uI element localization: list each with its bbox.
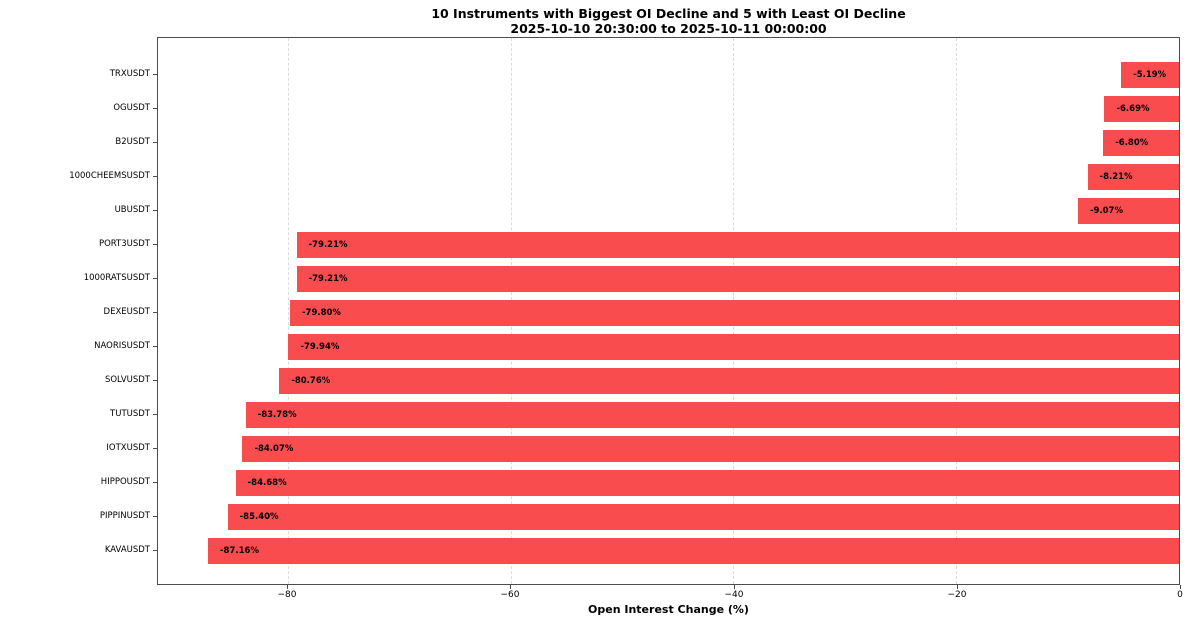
bar: -79.21% xyxy=(296,232,1179,258)
x-tick-mark xyxy=(957,585,958,589)
bar: -84.07% xyxy=(242,436,1179,462)
x-tick-mark xyxy=(510,585,511,589)
y-tick-mark xyxy=(153,380,157,381)
bar-value-label: -84.07% xyxy=(254,444,294,454)
bar: -79.94% xyxy=(288,334,1179,360)
bar: -79.80% xyxy=(290,300,1179,326)
bar: -9.07% xyxy=(1077,198,1179,224)
y-tick-label: PORT3USDT xyxy=(98,239,150,249)
x-tick-mark xyxy=(734,585,735,589)
bar: -5.19% xyxy=(1121,62,1179,88)
bar-value-label: -79.21% xyxy=(308,240,348,250)
y-tick-label: OGUSDT xyxy=(113,103,150,113)
x-tick-label: 0 xyxy=(1177,590,1183,600)
bar-value-label: -83.78% xyxy=(257,410,297,420)
y-tick-mark xyxy=(153,346,157,347)
x-axis-title: Open Interest Change (%) xyxy=(588,603,749,616)
y-tick-label: 1000CHEEMSUSDT xyxy=(69,171,150,181)
bar-value-label: -79.80% xyxy=(302,308,341,318)
bar-value-label: -8.21% xyxy=(1099,172,1133,182)
x-tick-mark xyxy=(287,585,288,589)
bar: -85.40% xyxy=(227,504,1179,530)
y-tick-mark xyxy=(153,482,157,483)
y-tick-label: 1000RATSUSDT xyxy=(83,273,150,283)
bar-value-label: -5.19% xyxy=(1133,70,1167,80)
y-tick-mark xyxy=(153,244,157,245)
x-tick-label: −40 xyxy=(724,590,744,600)
y-tick-mark xyxy=(153,312,157,313)
x-tick-label: −80 xyxy=(277,590,297,600)
bar-value-label: -9.07% xyxy=(1089,206,1123,216)
y-tick-mark xyxy=(153,278,157,279)
y-tick-mark xyxy=(153,516,157,517)
x-tick-label: −60 xyxy=(500,590,520,600)
chart-title: 10 Instruments with Biggest OI Decline a… xyxy=(431,6,906,21)
y-tick-mark xyxy=(153,142,157,143)
y-tick-label: SOLVUSDT xyxy=(104,375,150,385)
bar-value-label: -87.16% xyxy=(220,546,259,556)
bar: -6.69% xyxy=(1104,96,1179,122)
y-tick-mark xyxy=(153,74,157,75)
bar-value-label: -79.21% xyxy=(308,274,348,284)
bar: -84.68% xyxy=(235,470,1179,496)
bar-value-label: -6.69% xyxy=(1116,104,1150,114)
x-tick-mark xyxy=(1180,585,1181,589)
bar-value-label: -85.40% xyxy=(239,512,279,522)
y-tick-label: NAORISUSDT xyxy=(94,341,150,351)
y-tick-label: B2USDT xyxy=(115,137,150,147)
bar: -8.21% xyxy=(1087,164,1179,190)
bar-value-label: -79.94% xyxy=(300,342,340,352)
y-tick-label: HIPPOUSDT xyxy=(100,477,150,487)
y-tick-label: UBUSDT xyxy=(114,205,150,215)
bar: -87.16% xyxy=(208,538,1179,564)
plot-area: -5.19% -6.69% -6.80% -8.21% -9.07% -79.21% -79… xyxy=(157,37,1180,585)
y-tick-mark xyxy=(153,108,157,109)
x-tick-label: −20 xyxy=(947,590,967,600)
bar: -79.21% xyxy=(296,266,1179,292)
y-tick-mark xyxy=(153,414,157,415)
bar-value-label: -6.80% xyxy=(1115,138,1149,148)
y-tick-mark xyxy=(153,210,157,211)
y-tick-mark xyxy=(153,176,157,177)
y-tick-mark xyxy=(153,550,157,551)
y-tick-label: PIPPINUSDT xyxy=(99,511,150,521)
y-tick-label: DEXEUSDT xyxy=(103,307,150,317)
chart-subtitle: 2025-10-10 20:30:00 to 2025-10-11 00:00:… xyxy=(510,21,827,36)
y-tick-mark xyxy=(153,448,157,449)
y-tick-label: TUTUSDT xyxy=(110,409,150,419)
y-tick-label: IOTXUSDT xyxy=(106,443,150,453)
bar-value-label: -84.68% xyxy=(247,478,287,488)
y-axis-labels: TRXUSDT OGUSDT B2USDT 1000CHEEMSUSDT UBUSDT P… xyxy=(0,37,150,585)
bar: -80.76% xyxy=(279,368,1179,394)
bar-value-label: -80.76% xyxy=(291,376,331,386)
y-tick-label: KAVAUSDT xyxy=(104,545,150,555)
bar: -6.80% xyxy=(1103,130,1179,156)
y-tick-label: TRXUSDT xyxy=(109,69,150,79)
bar: -83.78% xyxy=(245,402,1179,428)
gridline xyxy=(287,38,289,584)
